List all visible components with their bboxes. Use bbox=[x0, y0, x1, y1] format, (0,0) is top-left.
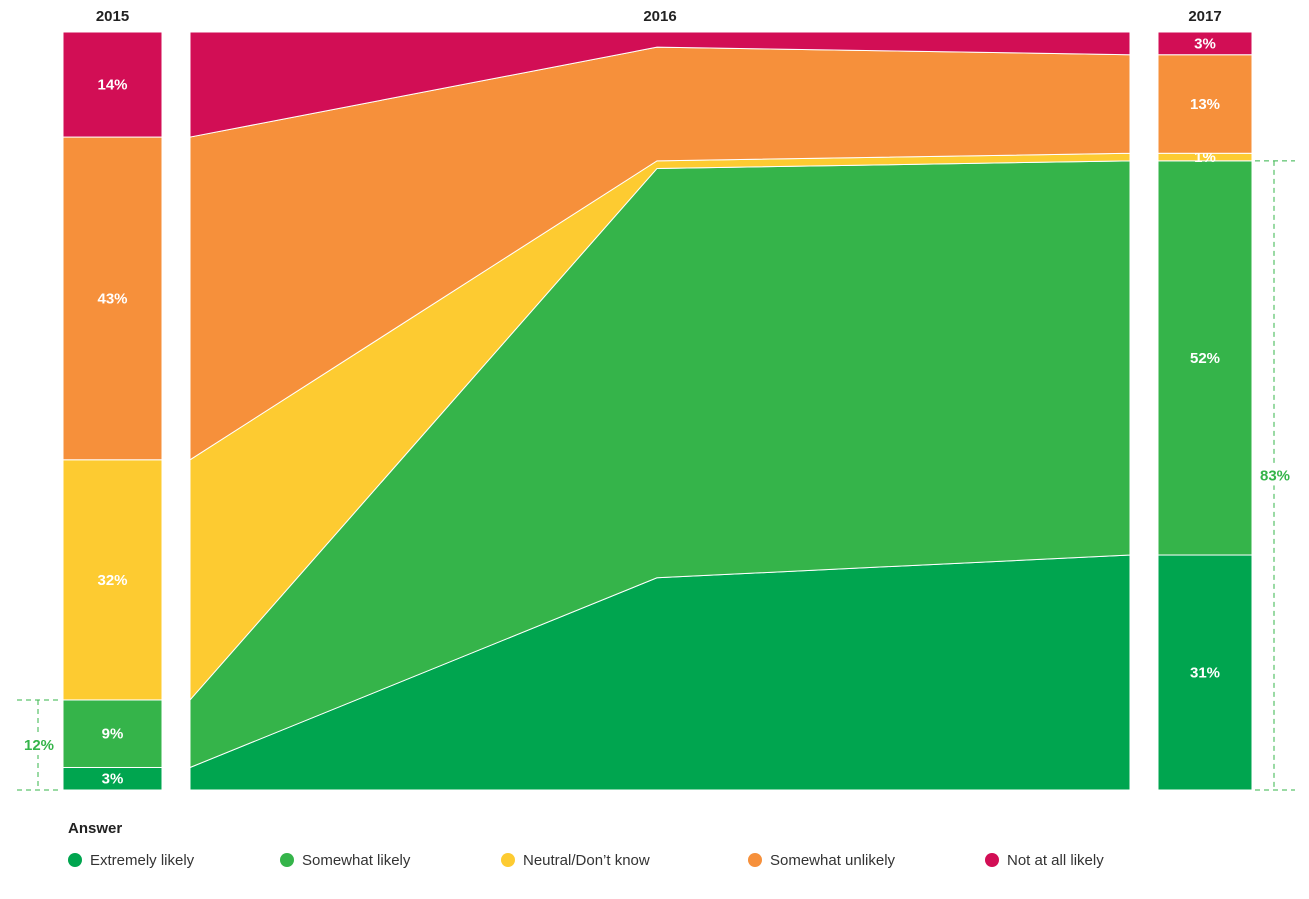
data-label: 52% bbox=[1190, 350, 1220, 367]
bar bbox=[62, 31, 163, 138]
legend-label: Neutral/Don’t know bbox=[523, 852, 650, 869]
column-title: 2017 bbox=[1188, 8, 1221, 25]
bar bbox=[1157, 31, 1253, 56]
column-title: 2016 bbox=[643, 8, 676, 25]
legend-swatch bbox=[748, 853, 762, 867]
data-label: 3% bbox=[1194, 35, 1216, 52]
bracket-label-bg bbox=[20, 734, 56, 755]
bracket-label: 12% bbox=[24, 737, 54, 754]
data-label: 3% bbox=[102, 771, 124, 788]
legend-label: Not at all likely bbox=[1007, 852, 1104, 869]
area bbox=[189, 31, 1131, 138]
data-label: 43% bbox=[97, 290, 127, 307]
data-label: 9% bbox=[102, 726, 124, 743]
bar bbox=[62, 459, 163, 701]
column-title: 2015 bbox=[96, 8, 129, 25]
bracket-label: 83% bbox=[1260, 467, 1290, 484]
legend-title: Answer bbox=[68, 820, 122, 837]
data-label: 14% bbox=[97, 77, 127, 94]
legend-label: Somewhat unlikely bbox=[770, 852, 896, 869]
bar bbox=[62, 699, 163, 768]
legend-swatch bbox=[68, 853, 82, 867]
legend-swatch bbox=[501, 853, 515, 867]
bar bbox=[1157, 554, 1253, 791]
bar bbox=[62, 136, 163, 461]
legend-label: Extremely likely bbox=[90, 852, 195, 869]
bar bbox=[1157, 160, 1253, 556]
bracket-label-bg bbox=[1256, 465, 1292, 486]
legend-swatch bbox=[280, 853, 294, 867]
legend-label: Somewhat likely bbox=[302, 852, 411, 869]
data-label: 32% bbox=[97, 572, 127, 589]
data-label: 31% bbox=[1190, 664, 1220, 681]
legend-swatch bbox=[985, 853, 999, 867]
data-label: 13% bbox=[1190, 96, 1220, 113]
